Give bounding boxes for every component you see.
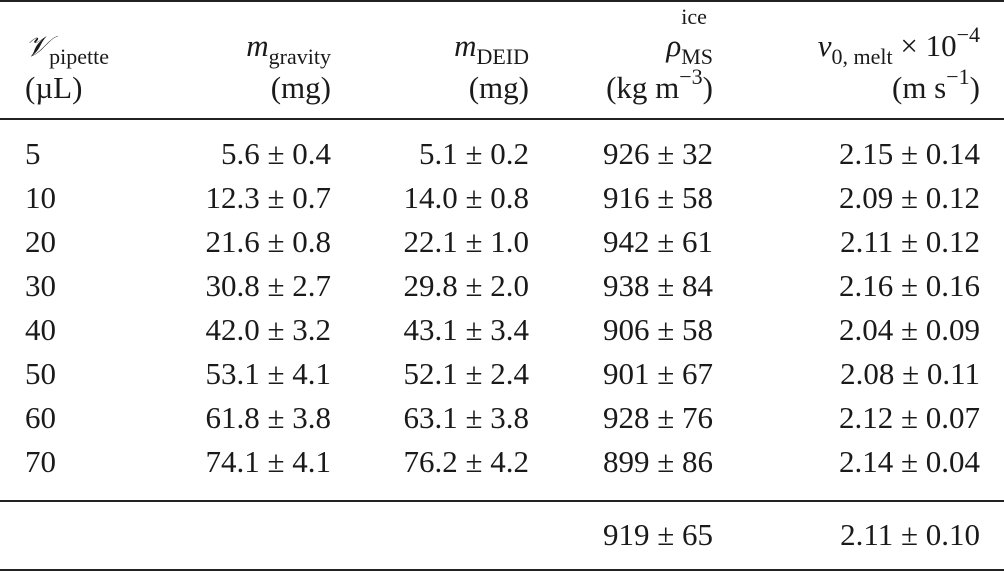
cell-rho: 916 ± 58	[602, 180, 713, 215]
cell-m-deid: 14.0 ± 0.8	[403, 180, 529, 215]
header-m-gravity: mgravity	[246, 28, 331, 69]
cell-v0: 2.15 ± 0.14	[838, 136, 980, 171]
cell-volume: 20	[25, 224, 56, 259]
cell-volume: 10	[25, 180, 56, 215]
cell-m-deid: 43.1 ± 3.4	[403, 312, 529, 347]
cell-m-gravity: 74.1 ± 4.1	[205, 444, 331, 479]
cell-rho: 926 ± 32	[602, 136, 713, 171]
cell-m-deid: 76.2 ± 4.2	[403, 444, 529, 479]
header-rule	[0, 118, 1004, 120]
cell-v0: 2.16 ± 0.16	[838, 268, 980, 303]
cell-m-deid: 63.1 ± 3.8	[403, 400, 529, 435]
cell-rho: 899 ± 86	[602, 444, 713, 479]
cell-v0: 2.09 ± 0.12	[838, 180, 980, 215]
cell-m-gravity: 61.8 ± 3.8	[205, 400, 331, 435]
cell-rho: 906 ± 58	[602, 312, 713, 347]
cell-volume: 40	[25, 312, 56, 347]
header-volume: 𝒱pipette	[25, 29, 110, 69]
cell-m-deid: 52.1 ± 2.4	[403, 356, 529, 391]
cell-m-gravity: 5.6 ± 0.4	[220, 136, 331, 171]
unit-m-deid: (mg)	[468, 70, 529, 105]
cell-volume: 30	[25, 268, 56, 303]
header-m-deid: mDEID	[454, 28, 529, 69]
bottom-rule	[0, 569, 1004, 571]
cell-rho: 938 ± 84	[602, 268, 713, 303]
unit-m-gravity: (mg)	[270, 70, 331, 105]
cell-volume: 50	[25, 356, 56, 391]
cell-volume: 60	[25, 400, 56, 435]
cell-m-gravity: 21.6 ± 0.8	[205, 224, 331, 259]
unit-rho: (kg m−3)	[606, 64, 713, 106]
header-v0: v0, melt × 10−4	[817, 22, 980, 69]
cell-v0: 2.12 ± 0.07	[838, 400, 980, 435]
cell-m-gravity: 42.0 ± 3.2	[205, 312, 331, 347]
cell-rho: 928 ± 76	[602, 400, 713, 435]
cell-m-gravity: 30.8 ± 2.7	[205, 268, 331, 303]
summary-v0: 2.11 ± 0.10	[840, 517, 980, 552]
top-rule	[0, 0, 1004, 2]
header-rho: ρ ice MS	[666, 4, 713, 69]
unit-v0: (m s−1)	[892, 64, 980, 106]
summary-rho: 919 ± 65	[602, 517, 713, 552]
cell-rho: 901 ± 67	[602, 356, 713, 391]
cell-m-gravity: 53.1 ± 4.1	[205, 356, 331, 391]
cell-volume: 70	[25, 444, 56, 479]
cell-m-gravity: 12.3 ± 0.7	[205, 180, 331, 215]
cell-v0: 2.11 ± 0.12	[840, 224, 980, 259]
unit-volume: (µL)	[25, 70, 83, 105]
cell-volume: 5	[25, 136, 41, 171]
cell-m-deid: 29.8 ± 2.0	[403, 268, 529, 303]
cell-rho: 942 ± 61	[602, 224, 713, 259]
summary-rule	[0, 500, 1004, 502]
cell-v0: 2.08 ± 0.11	[840, 356, 980, 391]
cell-m-deid: 5.1 ± 0.2	[418, 136, 529, 171]
cell-v0: 2.14 ± 0.04	[838, 444, 980, 479]
cell-m-deid: 22.1 ± 1.0	[403, 224, 529, 259]
cell-v0: 2.04 ± 0.09	[838, 312, 980, 347]
